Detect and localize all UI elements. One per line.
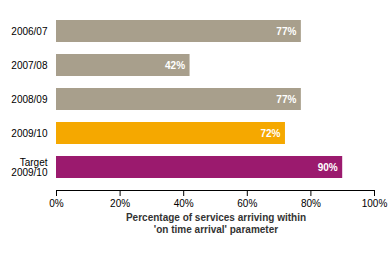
svg-text:90%: 90% <box>318 162 338 173</box>
svg-text:77%: 77% <box>276 94 296 105</box>
svg-text:0%: 0% <box>49 198 64 209</box>
svg-text:2006/07: 2006/07 <box>11 26 48 37</box>
svg-text:20%: 20% <box>110 198 130 209</box>
svg-text:42%: 42% <box>165 60 185 71</box>
svg-text:100%: 100% <box>362 198 388 209</box>
svg-text:40%: 40% <box>174 198 194 209</box>
svg-text:2007/08: 2007/08 <box>11 60 48 71</box>
svg-text:2009/10: 2009/10 <box>11 128 48 139</box>
svg-text:77%: 77% <box>276 26 296 37</box>
svg-text:72%: 72% <box>260 128 280 139</box>
html-text:Percentage of services arrivin: Percentage of services arriving within '… <box>126 212 306 235</box>
svg-text:Target2009/10: Target2009/10 <box>11 157 48 178</box>
svg-text:60%: 60% <box>237 198 257 209</box>
svg-text:80%: 80% <box>301 198 321 209</box>
svg-text:2008/09: 2008/09 <box>11 94 48 105</box>
